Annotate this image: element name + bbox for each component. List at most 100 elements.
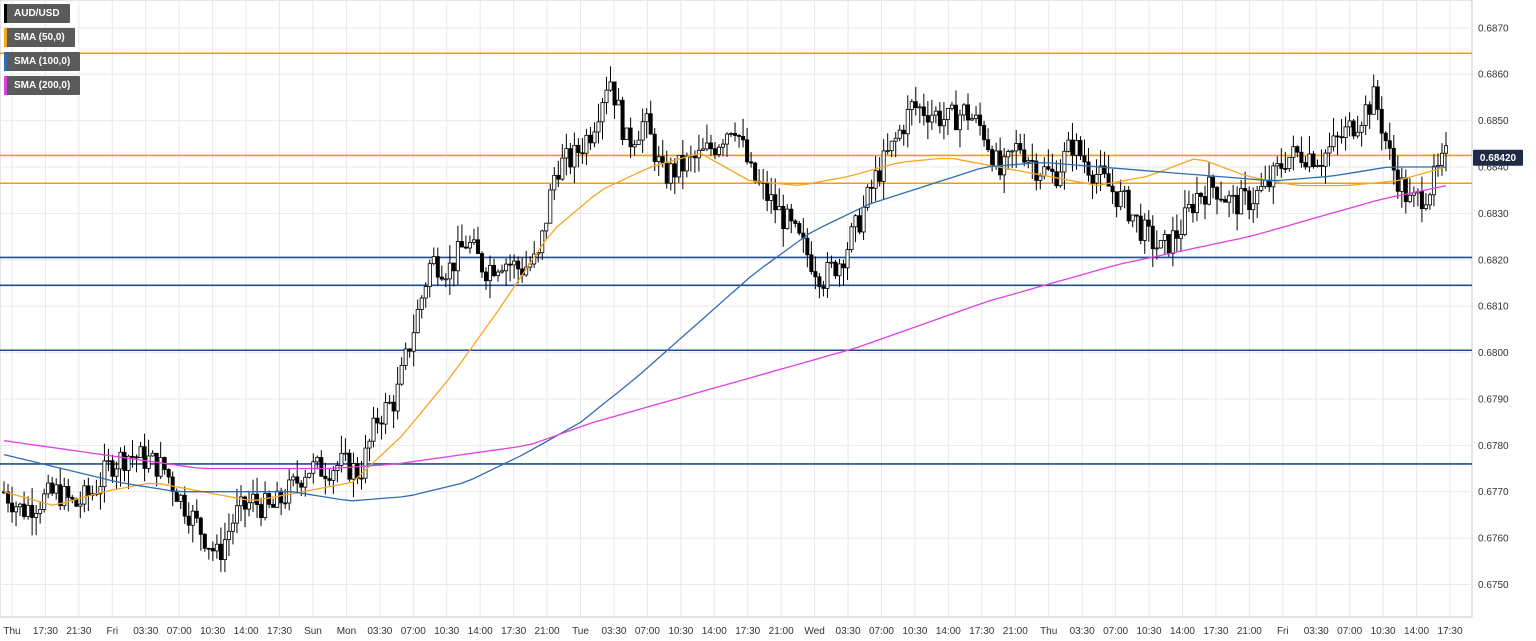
candle-body <box>118 451 123 470</box>
x-tick-label: Sun <box>304 626 322 637</box>
candle-body <box>50 482 55 494</box>
candle-body <box>684 156 689 172</box>
candle-body <box>363 447 368 479</box>
candle-body <box>560 157 565 180</box>
candle-body <box>933 110 938 116</box>
candle-body <box>488 264 493 282</box>
candle-body <box>351 463 356 480</box>
candle-body <box>857 215 862 233</box>
candle-body <box>592 131 597 144</box>
y-tick-label: 0.6760 <box>1478 534 1509 545</box>
candle-body <box>1110 185 1115 193</box>
candle-body <box>500 270 505 273</box>
candle-body <box>1074 140 1079 156</box>
candle-body <box>672 163 677 178</box>
candle-body <box>676 154 681 178</box>
candle-body <box>921 106 926 116</box>
legend-item-sma200[interactable]: SMA (200,0) <box>4 76 81 95</box>
candle-body <box>853 215 858 228</box>
x-tick-label: 10:30 <box>902 626 927 637</box>
candle-body <box>1162 234 1167 241</box>
candle-body <box>1275 163 1280 167</box>
candle-body <box>1379 109 1384 134</box>
candle-body <box>283 502 288 505</box>
candle-body <box>708 142 713 150</box>
candle-body <box>34 512 39 518</box>
candle-body <box>733 132 738 136</box>
x-tick-label: 17:30 <box>501 626 526 637</box>
candle-body <box>206 547 211 550</box>
candle-body <box>1239 188 1244 215</box>
legend-item-sma50[interactable]: SMA (50,0) <box>4 28 75 47</box>
candle-body <box>1219 198 1224 201</box>
candle-body <box>479 253 484 273</box>
legend-label-sma100: SMA (100,0) <box>14 56 71 67</box>
candle-body <box>411 332 416 352</box>
candle-body <box>961 104 966 116</box>
candle-body <box>1018 143 1023 151</box>
candle-body <box>552 174 557 191</box>
x-tick-label: 07:00 <box>167 626 192 637</box>
candle-body <box>343 452 348 455</box>
candle-body <box>359 477 364 480</box>
candle-body <box>576 144 581 154</box>
candle-body <box>716 146 721 155</box>
candle-body <box>608 81 613 91</box>
candle-body <box>1082 155 1087 163</box>
candle-body <box>1190 204 1195 214</box>
candle-body <box>186 515 191 526</box>
candle-body <box>1311 153 1316 167</box>
y-tick-label: 0.6840 <box>1478 163 1509 174</box>
candle-body <box>190 510 195 526</box>
candle-body <box>347 452 352 480</box>
x-tick-label: Mon <box>337 626 356 637</box>
candle-body <box>110 460 115 477</box>
candle-body <box>138 446 143 458</box>
candle-body <box>1323 152 1328 167</box>
candle-body <box>861 206 866 233</box>
candle-body <box>1403 177 1408 203</box>
candle-body <box>1158 240 1163 249</box>
candle-body <box>463 246 468 249</box>
candle-body <box>1419 191 1424 209</box>
x-tick-label: 17:30 <box>969 626 994 637</box>
candle-body <box>1411 192 1416 196</box>
candle-body <box>616 99 621 106</box>
candle-body <box>415 309 420 334</box>
candle-body <box>729 132 734 135</box>
x-tick-label: 21:00 <box>769 626 794 637</box>
candle-body <box>170 476 175 492</box>
x-tick-label: 17:30 <box>1437 626 1462 637</box>
candle-body <box>451 262 456 272</box>
x-tick-label: Thu <box>3 626 20 637</box>
candle-body <box>42 493 47 510</box>
candle-body <box>929 114 934 123</box>
candle-body <box>949 104 954 109</box>
legend-item-symbol[interactable]: AUD/USD <box>4 4 70 23</box>
legend-label-sma200: SMA (200,0) <box>14 80 71 91</box>
candle-body <box>1439 152 1444 166</box>
candle-body <box>1046 166 1051 170</box>
candle-body <box>813 271 818 278</box>
candle-body <box>299 482 304 488</box>
candle-body <box>504 263 509 272</box>
candle-body <box>628 127 633 148</box>
candle-body <box>38 508 43 514</box>
candle-body <box>588 134 593 144</box>
candle-body <box>837 263 842 277</box>
candle-body <box>749 161 754 164</box>
candle-body <box>70 496 75 500</box>
candle-body <box>202 533 207 549</box>
candle-body <box>809 254 814 272</box>
candle-body <box>247 502 252 510</box>
candle-body <box>210 548 215 552</box>
candle-body <box>781 206 786 230</box>
legend-item-sma100[interactable]: SMA (100,0) <box>4 52 81 71</box>
candle-body <box>6 491 11 504</box>
candle-body <box>375 417 380 424</box>
candle-body <box>154 452 159 477</box>
candle-body <box>1319 164 1324 167</box>
candle-body <box>1010 150 1015 153</box>
candle-body <box>295 476 300 484</box>
candle-body <box>1327 146 1332 154</box>
